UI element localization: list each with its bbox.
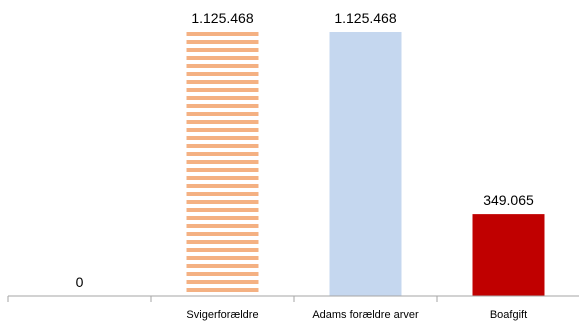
value-label: 349.065 [483,192,534,208]
value-label: 0 [76,274,84,290]
value-labels-group: 0 1.125.468 1.125.468 349.065 [76,10,534,290]
bars-group [186,32,545,296]
bar [472,214,545,296]
bar [329,32,402,296]
category-label: Svigerforældre [186,309,258,321]
bar [186,32,259,296]
category-label: Adams forældre arver [312,309,419,321]
category-label: Boafgift [490,309,527,321]
x-axis-ticks [7,296,438,302]
category-labels-group: Svigerforældre Adams forældre arver Boafgi… [186,309,527,321]
value-label: 1.125.468 [191,10,253,26]
value-label: 1.125.468 [334,10,396,26]
